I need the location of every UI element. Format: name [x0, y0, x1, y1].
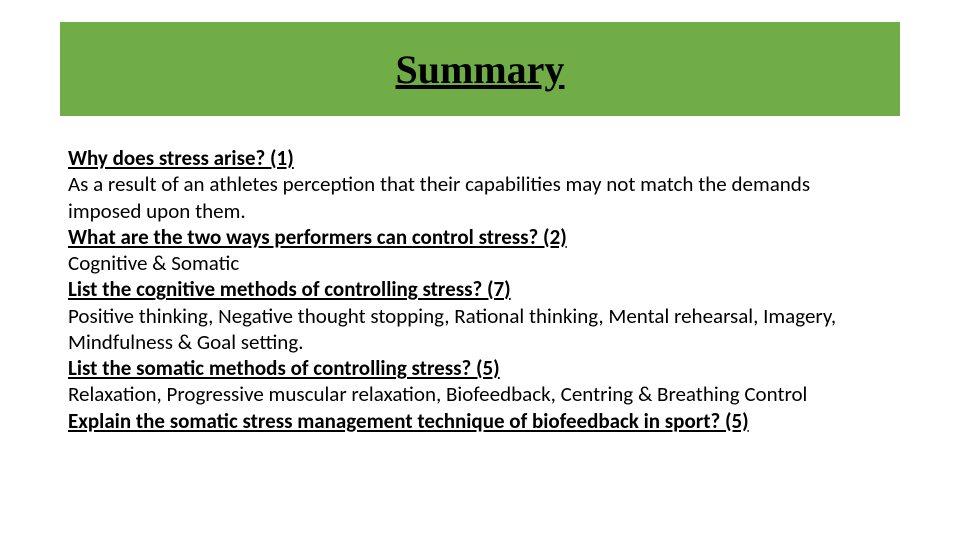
title-bar: Summary: [60, 22, 900, 116]
answer-1-line2: imposed upon them.: [68, 198, 898, 224]
answer-2: Cognitive & Somatic: [68, 250, 898, 276]
title-text: Summary: [396, 46, 565, 93]
content-block: Why does stress arise? (1) As a result o…: [68, 145, 898, 434]
answer-3-line2: Mindfulness & Goal setting.: [68, 329, 898, 355]
answer-3-line1: Positive thinking, Negative thought stop…: [68, 303, 898, 329]
slide: Summary Why does stress arise? (1) As a …: [0, 0, 960, 540]
question-4: List the somatic methods of controlling …: [68, 355, 898, 381]
question-1: Why does stress arise? (1): [68, 145, 898, 171]
question-5: Explain the somatic stress management te…: [68, 408, 898, 434]
answer-4: Relaxation, Progressive muscular relaxat…: [68, 381, 898, 407]
question-2: What are the two ways performers can con…: [68, 224, 898, 250]
answer-1-line1: As a result of an athletes perception th…: [68, 171, 898, 197]
question-3: List the cognitive methods of controllin…: [68, 276, 898, 302]
